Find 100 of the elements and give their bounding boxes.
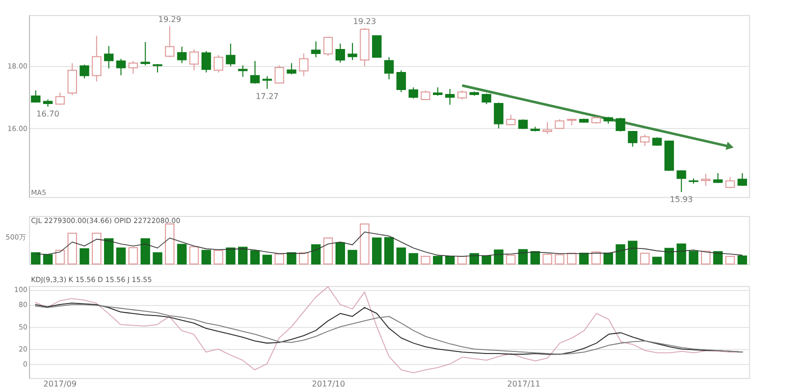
- bar: [640, 252, 650, 264]
- bar: [554, 254, 564, 264]
- candlestick: [164, 26, 174, 58]
- candlestick: [408, 86, 418, 100]
- bar: [725, 256, 735, 264]
- candlestick: [542, 122, 552, 134]
- bar: [604, 252, 614, 264]
- candlestick: [457, 90, 467, 100]
- bar: [445, 256, 455, 264]
- candlestick: [372, 35, 382, 58]
- bar: [55, 250, 65, 264]
- candlestick: [274, 64, 284, 84]
- bar: [348, 250, 358, 264]
- bar: [566, 252, 577, 264]
- bar: [579, 252, 589, 264]
- bar: [396, 248, 406, 264]
- bar: [274, 254, 284, 264]
- candlestick: [506, 114, 516, 126]
- bar: [457, 256, 467, 264]
- candlestick: [616, 117, 626, 132]
- candlestick: [30, 90, 40, 104]
- annotation: 15.93: [670, 195, 693, 204]
- x-tick-label: 2017/10: [312, 380, 346, 388]
- bar: [164, 224, 174, 264]
- bar: [542, 254, 552, 264]
- candlestick: [298, 53, 308, 77]
- bar: [518, 249, 528, 264]
- bar: [616, 244, 626, 264]
- bar: [323, 238, 333, 264]
- candlestick: [518, 118, 528, 130]
- bar: [286, 252, 296, 264]
- annotation: 17.27: [256, 92, 279, 101]
- candlestick: [554, 118, 564, 130]
- bar: [177, 244, 187, 264]
- bar: [470, 253, 480, 264]
- bar: [664, 248, 674, 264]
- candlestick: [286, 62, 296, 75]
- candlestick: [348, 42, 358, 61]
- bar: [482, 256, 492, 264]
- bar: [201, 250, 212, 264]
- bar: [30, 252, 40, 264]
- candlestick: [189, 48, 199, 71]
- candlestick: [445, 88, 455, 106]
- annotation: 16.70: [36, 110, 60, 119]
- bar: [311, 244, 321, 264]
- bar: [738, 256, 748, 264]
- x-tick-label: 2017/11: [507, 380, 540, 388]
- candlestick: [311, 40, 321, 58]
- bar: [116, 248, 126, 264]
- bar: [713, 251, 723, 264]
- candlestick: [738, 172, 748, 186]
- bar: [128, 247, 138, 264]
- x-tick-label: 2017/09: [43, 380, 77, 388]
- bar: [214, 250, 224, 264]
- bar: [408, 253, 418, 264]
- candlestick: [396, 70, 406, 93]
- bar: [700, 250, 711, 264]
- candlestick: [725, 176, 735, 189]
- bar: [591, 252, 601, 264]
- bar: [530, 251, 540, 264]
- annotation: 19.23: [353, 17, 376, 26]
- bar: [298, 252, 308, 264]
- candlestick: [92, 35, 102, 82]
- annotation: 19.29: [158, 15, 182, 24]
- candlestick: [494, 102, 504, 129]
- bar: [494, 250, 504, 264]
- bar: [152, 252, 162, 264]
- candlestick: [640, 134, 650, 147]
- bar: [506, 254, 516, 264]
- bar: [652, 256, 662, 264]
- candlestick: [336, 43, 346, 64]
- candlestick: [104, 46, 114, 69]
- bar: [628, 240, 638, 264]
- bar: [80, 248, 90, 264]
- candlestick: [238, 64, 248, 78]
- candlestick: [482, 93, 492, 105]
- candlestick: [116, 58, 126, 76]
- bar: [226, 248, 236, 264]
- bar: [189, 246, 199, 264]
- bar: [238, 246, 248, 264]
- bar: [104, 238, 114, 264]
- bar: [688, 250, 698, 264]
- bar: [43, 254, 53, 264]
- candlestick: [80, 64, 90, 79]
- bar: [262, 254, 272, 264]
- candlestick: [226, 43, 236, 67]
- candlestick: [676, 170, 686, 193]
- bar: [360, 224, 370, 264]
- bar: [372, 238, 382, 264]
- candlestick: [201, 50, 212, 73]
- candlestick: [384, 56, 394, 80]
- candlestick: [700, 173, 711, 186]
- candlestick: [55, 92, 65, 106]
- candlestick: [250, 60, 260, 84]
- bar: [92, 232, 102, 264]
- candlestick: [128, 60, 138, 74]
- bar: [676, 244, 686, 264]
- bar: [140, 238, 150, 264]
- bar: [384, 237, 394, 264]
- candlestick: [177, 46, 187, 64]
